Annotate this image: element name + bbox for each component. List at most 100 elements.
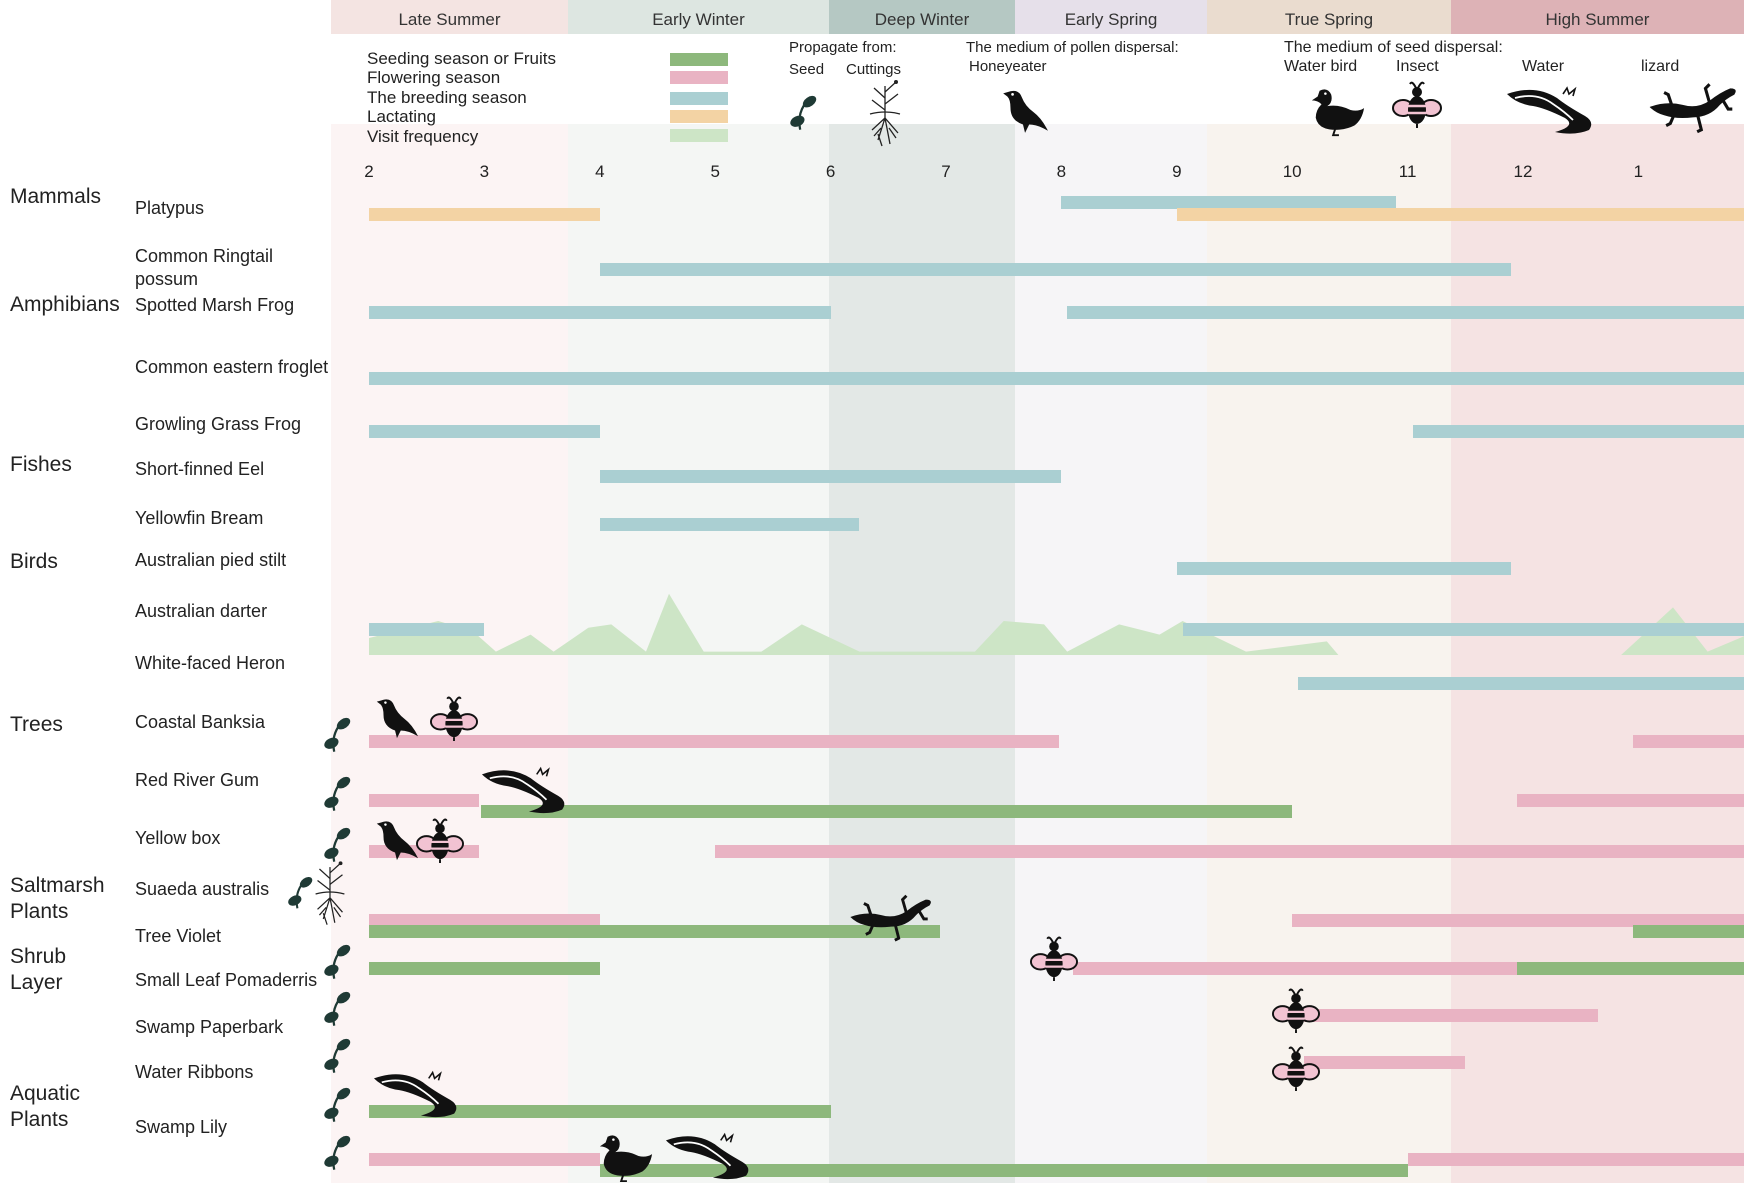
visit-frequency-polygon	[369, 593, 1744, 655]
seed-propagation-icon	[323, 1081, 351, 1130]
species-label: Common Ringtail possum	[135, 246, 274, 289]
cuttings-propagation-icon	[306, 858, 354, 933]
bar-breeding	[1176, 562, 1512, 575]
species-label: Tree Violet	[135, 926, 222, 946]
species-label: Water Ribbons	[135, 1062, 254, 1082]
month-tick-label: 6	[825, 162, 836, 181]
legend-panel	[331, 34, 1744, 124]
bar-flowering	[1072, 962, 1518, 975]
legend-lactating-swatch	[670, 110, 728, 123]
season-header: True Spring	[1207, 0, 1451, 34]
species-label: Australian darter	[135, 601, 268, 621]
group-label: Shrub Layer	[10, 945, 67, 994]
season-band	[568, 0, 829, 1183]
species-label: Coastal Banksia	[135, 712, 266, 732]
legend-visit-swatch	[670, 129, 728, 142]
seed-propagation-icon	[323, 1032, 351, 1081]
seed-propagation-icon	[323, 985, 351, 1034]
season-header: Deep Winter	[829, 0, 1015, 34]
bar-breeding	[369, 425, 600, 438]
legend-honeyeater-label: Honeyeater	[969, 58, 1047, 75]
bar-lactating	[1176, 208, 1744, 221]
water-icon	[480, 766, 568, 821]
bar-seeding	[480, 805, 1293, 818]
species-label: Yellow box	[135, 828, 221, 848]
bar-breeding	[1297, 677, 1744, 690]
bar-seeding	[1632, 925, 1744, 938]
species-label: Swamp Lily	[135, 1117, 228, 1137]
insect-icon	[1030, 930, 1078, 989]
season-band	[331, 0, 568, 1183]
legend-seed-label: Seed	[789, 61, 825, 78]
bar-flowering	[1303, 1056, 1466, 1069]
month-tick-label: 7	[941, 162, 951, 181]
insect-icon	[1272, 982, 1320, 1041]
seed-propagation-icon	[323, 1129, 351, 1178]
legend-water-bird-label: Water bird	[1284, 58, 1358, 75]
bar-breeding	[1061, 196, 1397, 209]
seed-propagation-icon	[323, 938, 351, 987]
bar-flowering	[369, 914, 600, 927]
legend-water-bird-icon	[1308, 84, 1366, 143]
species-label: Platypus	[135, 198, 205, 218]
bar-breeding	[599, 263, 1512, 276]
month-tick-label: 1	[1633, 162, 1644, 181]
bar-flowering	[1407, 1153, 1744, 1166]
species-label: Suaeda australis	[135, 879, 270, 899]
legend-flowering-swatch	[670, 71, 728, 84]
bar-flowering	[1517, 794, 1744, 807]
month-tick-label: 9	[1172, 162, 1182, 181]
group-label: Saltmarsh Plants	[10, 874, 105, 923]
month-tick-label: 12	[1513, 162, 1533, 181]
legend-breeding-swatch	[670, 92, 728, 105]
group-label: Fishes	[10, 453, 72, 476]
season-header: Early Spring	[1015, 0, 1207, 34]
seed-propagation-icon	[323, 821, 351, 870]
bar-seeding	[599, 1164, 1408, 1177]
month-tick-label: 8	[1056, 162, 1067, 181]
group-label: Trees	[10, 713, 63, 736]
lizard-icon	[845, 888, 935, 951]
bar-breeding	[1413, 425, 1744, 438]
legend-water-label: Water	[1522, 58, 1565, 75]
species-label: White-faced Heron	[135, 653, 286, 673]
month-tick-label: 2	[364, 162, 374, 181]
insect-icon	[1272, 1040, 1320, 1099]
legend-pollen-title: The medium of pollen dispersal:	[966, 39, 1179, 56]
season-header: High Summer	[1451, 0, 1744, 34]
bar-lactating	[369, 208, 600, 221]
bar-breeding	[369, 372, 1744, 385]
species-label: Australian pied stilt	[135, 550, 287, 570]
legend-water-icon	[1505, 84, 1595, 143]
bar-seeding	[369, 925, 941, 938]
bar-flowering	[1303, 1009, 1598, 1022]
month-tick-label: 10	[1282, 162, 1302, 181]
species-label: Small Leaf Pomaderris	[135, 970, 318, 990]
species-label: Short-finned Eel	[135, 459, 265, 479]
bar-flowering	[369, 735, 1060, 748]
season-header: Late Summer	[331, 0, 568, 34]
legend-cuttings-icon	[860, 78, 910, 153]
legend-lizard-label: lizard	[1641, 58, 1680, 75]
legend-cuttings-label: Cuttings	[846, 61, 902, 78]
legend-flowering-label: Flowering season	[367, 68, 501, 87]
bar-flowering	[369, 794, 479, 807]
legend-breeding-label: The breeding season	[367, 88, 527, 107]
species-label: Swamp Paperbark	[135, 1017, 284, 1037]
season-band	[829, 0, 1015, 1183]
legend-seeding-swatch	[670, 53, 728, 66]
group-label: Birds	[10, 550, 58, 573]
insect-icon	[430, 690, 478, 749]
bar-seeding	[1517, 962, 1744, 975]
bar-seeding	[369, 1105, 831, 1118]
season-band	[1451, 0, 1744, 1183]
species-label: Yellowfin Bream	[135, 508, 264, 528]
month-tick-label: 11	[1398, 162, 1417, 181]
seed-propagation-icon	[323, 711, 351, 760]
bar-flowering	[1632, 735, 1744, 748]
group-label: Aquatic Plants	[10, 1082, 81, 1131]
month-tick-label: 5	[710, 162, 720, 181]
legend-propagate-title: Propagate from:	[789, 39, 897, 56]
legend-insect-icon	[1392, 76, 1442, 135]
